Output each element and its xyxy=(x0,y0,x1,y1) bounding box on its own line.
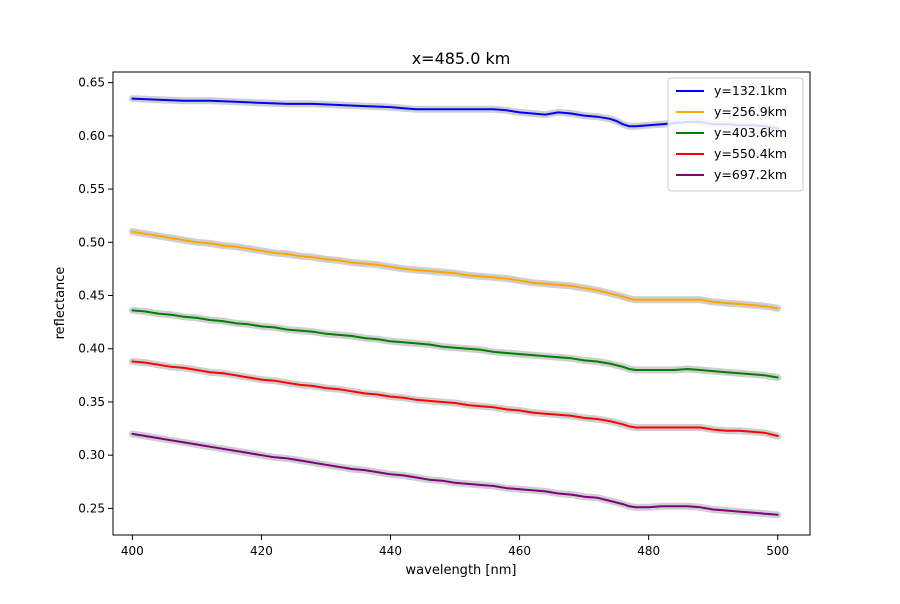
series-line-4 xyxy=(131,360,779,437)
legend-label-4: y=550.4km xyxy=(714,146,787,161)
y-tick-label: 0.45 xyxy=(78,289,105,303)
series-line-3 xyxy=(131,309,779,379)
series-layer xyxy=(128,95,782,519)
y-tick-label: 0.25 xyxy=(78,501,105,515)
legend-box xyxy=(667,77,804,192)
x-tick-label: 500 xyxy=(766,544,789,558)
x-axis-label: wavelength [nm] xyxy=(406,563,517,578)
x-axis: 400 420 440 460 480 500 xyxy=(121,535,789,558)
y-tick-label: 0.35 xyxy=(78,395,105,409)
series-line-2 xyxy=(131,230,779,310)
y-tick-label: 0.65 xyxy=(78,76,105,90)
y-tick-label: 0.40 xyxy=(78,342,105,356)
x-tick-label: 480 xyxy=(637,544,660,558)
x-tick-label: 460 xyxy=(508,544,531,558)
legend: y=132.1km y=256.9km y=403.6km y=550.4km y=69… xyxy=(667,77,804,192)
y-tick-label: 0.50 xyxy=(78,235,105,249)
legend-label-5: y=697.2km xyxy=(714,167,787,182)
legend-label-1: y=132.1km xyxy=(714,83,787,98)
y-tick-label: 0.30 xyxy=(78,448,105,462)
x-tick-label: 440 xyxy=(379,544,402,558)
y-tick-label: 0.60 xyxy=(78,129,105,143)
chart-title: x=485.0 km xyxy=(412,49,511,68)
y-tick-label: 0.55 xyxy=(78,182,105,196)
x-tick-label: 400 xyxy=(121,544,144,558)
legend-label-3: y=403.6km xyxy=(714,125,787,140)
y-axis-label: reflectance xyxy=(53,267,68,340)
y-axis: 0.25 0.30 0.35 0.40 0.45 0.50 0.55 0.60 0.65 xyxy=(78,76,113,515)
plot-frame xyxy=(112,71,811,536)
x-tick-label: 420 xyxy=(250,544,273,558)
series-line-5 xyxy=(131,432,779,516)
legend-label-2: y=256.9km xyxy=(714,104,787,119)
